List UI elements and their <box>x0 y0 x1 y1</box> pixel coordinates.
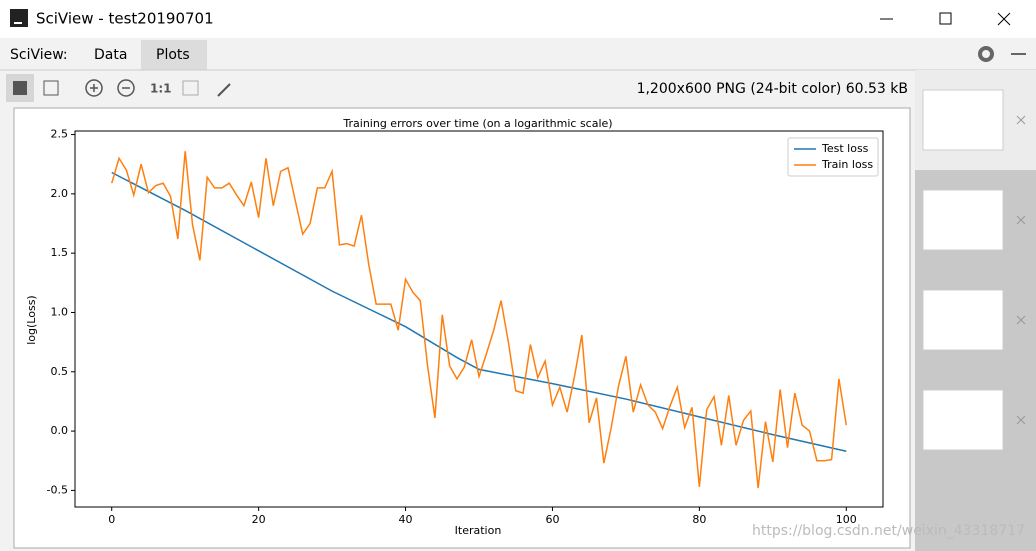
axes-frame <box>74 130 884 508</box>
legend-label: Test loss <box>821 142 869 155</box>
close-button[interactable] <box>997 12 1011 26</box>
x-axis-label: Iteration <box>455 524 502 537</box>
thumbnail[interactable] <box>922 289 1004 351</box>
x-tick-label: 20 <box>252 513 266 526</box>
tab[interactable]: Plots <box>156 47 190 63</box>
app-icon <box>10 9 28 27</box>
series-line <box>111 151 848 489</box>
tab-label: SciView: <box>10 47 68 63</box>
picker-icon[interactable] <box>217 83 231 97</box>
x-tick-label: 80 <box>692 513 706 526</box>
series-line <box>111 171 847 452</box>
tool-icon[interactable] <box>43 80 59 96</box>
zoom-in-mark <box>90 84 98 92</box>
zoom-in[interactable] <box>85 79 103 97</box>
tab[interactable]: Data <box>94 47 127 63</box>
y-tick-label: 0.0 <box>51 424 69 437</box>
tool-icon <box>13 81 27 95</box>
thumbnail[interactable] <box>922 89 1004 151</box>
app-icon-mark <box>14 22 22 24</box>
title-bar <box>0 0 1036 38</box>
plot: Training errors over time (on a logarith… <box>25 117 884 537</box>
thumbnail[interactable] <box>922 389 1004 451</box>
x-tick-label: 100 <box>836 513 857 526</box>
y-tick-label: 2.5 <box>51 128 69 141</box>
y-tick-label: -0.5 <box>47 483 68 496</box>
thumbnail[interactable] <box>922 189 1004 251</box>
chart-title: Training errors over time (on a logarith… <box>342 117 612 130</box>
window-title: SciView - test20190701 <box>36 10 214 28</box>
thumbnail-close[interactable] <box>1016 115 1026 425</box>
image-frame <box>13 107 911 549</box>
x-tick-label: 40 <box>399 513 413 526</box>
y-tick-label: 0.5 <box>51 365 69 378</box>
active-tab <box>141 40 207 70</box>
y-tick-label: 1.5 <box>51 246 69 259</box>
fit-icon[interactable] <box>182 80 199 96</box>
y-axis-label: log(Loss) <box>25 295 38 344</box>
actual-size[interactable]: 1:1 <box>150 82 172 96</box>
legend-label: Train loss <box>821 158 873 171</box>
y-tick-label: 1.0 <box>51 305 69 318</box>
x-tick-label: 60 <box>545 513 559 526</box>
y-tick-label: 2.0 <box>51 187 69 200</box>
x-tick-label: 0 <box>108 513 115 526</box>
settings-icon[interactable] <box>978 46 994 62</box>
maximize-button[interactable] <box>939 12 952 25</box>
zoom-out[interactable] <box>117 79 135 97</box>
watermark: https://blog.csdn.net/weixin_43318717 <box>752 523 1025 539</box>
legend-box <box>787 137 879 177</box>
image-info: 1,200x600 PNG (24-bit color) 60.53 kB <box>637 81 908 97</box>
